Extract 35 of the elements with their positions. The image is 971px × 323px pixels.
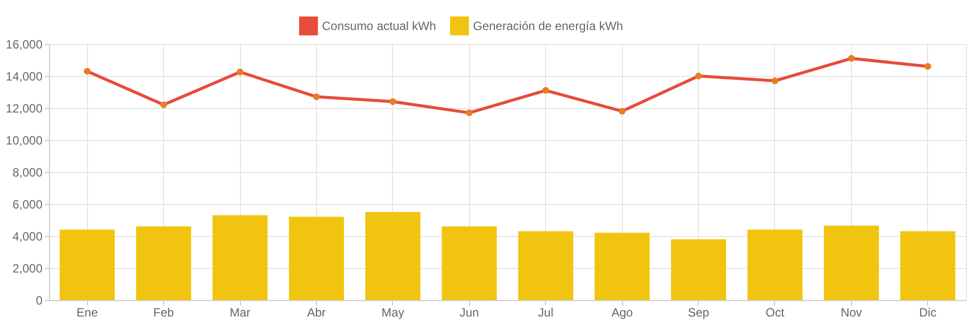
x-tick-label: Feb bbox=[153, 306, 174, 320]
y-tick-label: 14,000 bbox=[6, 70, 43, 84]
legend-label: Consumo actual kWh bbox=[322, 18, 436, 33]
bar bbox=[60, 230, 115, 300]
x-tick-label: Ene bbox=[76, 306, 98, 320]
bar bbox=[136, 226, 192, 300]
bar bbox=[594, 232, 650, 300]
bar bbox=[900, 231, 956, 300]
legend-label: Generación de energía kWh bbox=[473, 18, 624, 33]
y-tick-label: 0 bbox=[36, 294, 43, 308]
y-tick-label: 10,000 bbox=[6, 134, 43, 148]
bar bbox=[671, 239, 726, 300]
y-tick-label: 4,000 bbox=[12, 230, 43, 244]
bar bbox=[212, 215, 268, 300]
x-tick-label: Ago bbox=[611, 306, 634, 320]
bar bbox=[365, 212, 420, 300]
x-tick-label: Oct bbox=[766, 306, 785, 320]
x-tick-label: Jun bbox=[460, 306, 479, 320]
x-tick-label: Abr bbox=[307, 306, 326, 320]
bar bbox=[442, 226, 497, 300]
x-tick-label: Mar bbox=[230, 306, 250, 320]
x-tick-label: Jul bbox=[538, 306, 554, 320]
bar bbox=[824, 226, 879, 300]
bar bbox=[518, 231, 574, 300]
x-tick-label: Nov bbox=[840, 306, 862, 320]
bar bbox=[288, 216, 344, 300]
y-tick-label: 12,000 bbox=[6, 102, 43, 116]
y-tick-label: 2,000 bbox=[12, 262, 43, 276]
y-tick-label: 6,000 bbox=[12, 198, 43, 212]
y-tick-label: 16,000 bbox=[6, 38, 43, 52]
x-tick-label: Dic bbox=[919, 306, 936, 320]
x-tick-label: Sep bbox=[688, 306, 710, 320]
x-tick-label: May bbox=[382, 306, 404, 320]
bar bbox=[747, 230, 802, 300]
y-tick-label: 8,000 bbox=[12, 166, 43, 180]
